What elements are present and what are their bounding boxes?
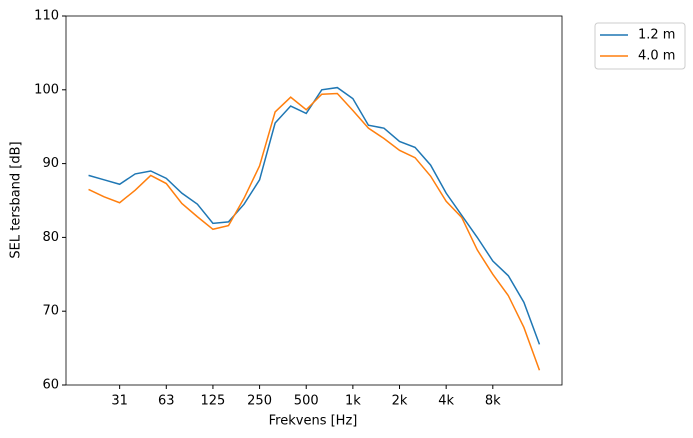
y-tick-label: 80: [42, 230, 59, 245]
x-axis-label: Frekvens [Hz]: [269, 414, 358, 429]
y-tick-label: 90: [42, 156, 59, 171]
x-tick-label: 500: [294, 394, 319, 409]
line-series: [88, 86, 541, 345]
x-tick-label: 2k: [392, 394, 408, 409]
legend-label: 1.2 m: [638, 28, 675, 43]
x-tick-label: 125: [201, 394, 226, 409]
x-tick-label: 8k: [485, 394, 501, 409]
x-tick-label: 63: [158, 394, 175, 409]
x-tick-label: 1k: [345, 394, 361, 409]
x-tick-label: 31: [111, 394, 128, 409]
x-tick-label: 4k: [438, 394, 454, 409]
y-axis-label: SEL tersband [dB]: [9, 141, 24, 258]
y-tick-label: 60: [42, 378, 59, 393]
line-series: [88, 92, 541, 371]
y-tick-label: 110: [34, 9, 59, 24]
y-tick-label: 100: [34, 82, 59, 97]
x-tick-label: 250: [247, 394, 272, 409]
plot-frame: [65, 15, 563, 386]
legend-label: 4.0 m: [638, 49, 675, 64]
y-tick-label: 70: [42, 304, 59, 319]
